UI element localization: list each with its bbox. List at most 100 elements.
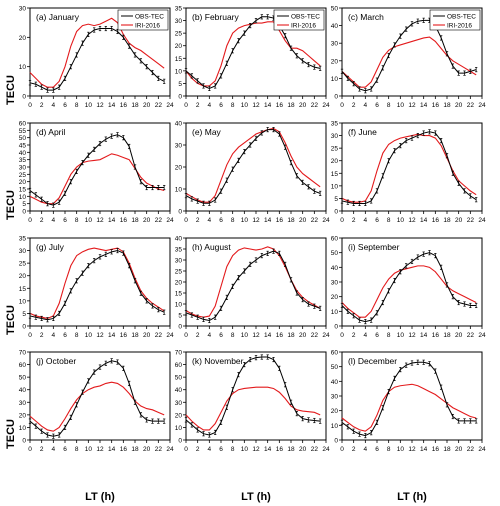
panel-title: (k) November xyxy=(192,356,244,366)
y-tick-label: 40 xyxy=(331,265,339,272)
x-axis-title-col-3: LT (h) xyxy=(397,491,427,503)
x-tick-label: 0 xyxy=(28,332,32,339)
x-tick-label: 12 xyxy=(96,332,104,339)
x-tick-label: 2 xyxy=(196,217,200,224)
y-tick-label: 55 xyxy=(19,128,27,135)
x-tick-label: 20 xyxy=(143,332,151,339)
y-tick-label: 10 xyxy=(331,183,339,190)
x-tick-label: 10 xyxy=(85,446,93,453)
y-tick-label: 0 xyxy=(178,324,182,331)
y-tick-label: 20 xyxy=(19,412,27,419)
x-tick-label: 22 xyxy=(155,446,163,453)
x-tick-label: 18 xyxy=(131,446,139,453)
y-tick-label: 30 xyxy=(19,6,27,13)
x-tick-label: 20 xyxy=(299,102,307,109)
x-tick-label: 22 xyxy=(311,217,319,224)
x-tick-label: 8 xyxy=(75,102,79,109)
x-tick-label: 4 xyxy=(208,102,212,109)
y-tick-label: 20 xyxy=(331,294,339,301)
y-tick-label: 15 xyxy=(19,187,27,194)
x-tick-label: 8 xyxy=(75,217,79,224)
series-line-obs xyxy=(185,16,321,90)
legend-label-iri: IRI-2016 xyxy=(135,23,160,30)
series-line-iri xyxy=(29,17,165,88)
y-axis-title-row-3: TECU xyxy=(5,305,17,335)
y-tick-label: 15 xyxy=(175,291,183,298)
x-tick-label: 4 xyxy=(364,217,368,224)
x-tick-label: 12 xyxy=(252,332,260,339)
y-tick-label: 0 xyxy=(22,209,26,216)
x-tick-label: 2 xyxy=(352,102,356,109)
x-tick-label: 2 xyxy=(352,217,356,224)
x-tick-label: 24 xyxy=(322,217,330,224)
x-tick-label: 16 xyxy=(120,332,128,339)
panel-8: 0 2 4 6 8 10 12 14 16 18 20 22 240510152025303540(h)… xyxy=(175,236,330,340)
x-tick-label: 14 xyxy=(420,102,428,109)
x-tick-label: 16 xyxy=(276,102,284,109)
y-tick-label: 30 xyxy=(331,41,339,48)
panel-10: 0 2 4 6 8 10 12 14 16 18 20 22 24010203040506070(j) … xyxy=(19,350,174,454)
y-tick-label: 10 xyxy=(175,187,183,194)
x-tick-label: 16 xyxy=(432,217,440,224)
y-tick-label: 30 xyxy=(331,133,339,140)
y-tick-label: 25 xyxy=(175,269,183,276)
series-line-iri xyxy=(341,265,477,318)
x-tick-label: 0 xyxy=(28,102,32,109)
y-tick-label: 20 xyxy=(175,43,183,50)
y-tick-label: 10 xyxy=(19,64,27,71)
x-tick-label: 22 xyxy=(311,102,319,109)
x-tick-label: 0 xyxy=(340,446,344,453)
y-tick-label: 15 xyxy=(331,171,339,178)
y-tick-label: 50 xyxy=(331,250,339,257)
series-line-obs xyxy=(29,134,165,206)
y-tick-label: 20 xyxy=(331,58,339,65)
x-tick-label: 10 xyxy=(85,217,93,224)
x-tick-label: 10 xyxy=(397,217,405,224)
series-line-iri xyxy=(29,381,165,432)
series-line-iri xyxy=(185,246,321,318)
x-tick-label: 8 xyxy=(231,102,235,109)
x-tick-label: 24 xyxy=(166,446,174,453)
x-tick-label: 16 xyxy=(120,102,128,109)
y-tick-label: 10 xyxy=(19,425,27,432)
x-tick-label: 6 xyxy=(63,332,67,339)
series-line-obs xyxy=(185,129,321,204)
x-tick-label: 8 xyxy=(231,332,235,339)
x-tick-label: 18 xyxy=(443,102,451,109)
x-tick-label: 10 xyxy=(85,332,93,339)
y-tick-label: 60 xyxy=(175,362,183,369)
x-tick-label: 2 xyxy=(40,446,44,453)
x-tick-label: 6 xyxy=(63,446,67,453)
x-tick-label: 10 xyxy=(397,446,405,453)
x-tick-label: 4 xyxy=(52,217,56,224)
x-tick-label: 24 xyxy=(166,332,174,339)
y-tick-label: 10 xyxy=(175,68,183,75)
x-tick-label: 4 xyxy=(364,102,368,109)
x-tick-label: 12 xyxy=(408,332,416,339)
x-tick-label: 10 xyxy=(397,332,405,339)
y-tick-label: 30 xyxy=(19,400,27,407)
y-tick-label: 0 xyxy=(22,324,26,331)
legend-label-obs: OBS-TEC xyxy=(135,14,164,21)
y-tick-label: 30 xyxy=(175,143,183,150)
x-tick-label: 10 xyxy=(241,217,249,224)
y-tick-label: 30 xyxy=(175,400,183,407)
y-tick-label: 50 xyxy=(331,6,339,13)
x-tick-label: 14 xyxy=(108,332,116,339)
panel-title: (i) September xyxy=(348,242,400,252)
x-tick-label: 0 xyxy=(340,332,344,339)
legend-label-iri: IRI-2016 xyxy=(291,23,316,30)
x-tick-label: 24 xyxy=(166,102,174,109)
x-tick-label: 2 xyxy=(40,332,44,339)
y-tick-label: 0 xyxy=(178,94,182,101)
panel-title: (j) October xyxy=(36,356,76,366)
y-tick-label: 30 xyxy=(331,280,339,287)
y-tick-label: 25 xyxy=(19,261,27,268)
y-tick-label: 20 xyxy=(19,35,27,42)
x-tick-label: 12 xyxy=(252,446,260,453)
x-tick-label: 14 xyxy=(108,217,116,224)
y-tick-label: 35 xyxy=(19,157,27,164)
x-tick-label: 2 xyxy=(40,217,44,224)
x-tick-label: 0 xyxy=(184,217,188,224)
